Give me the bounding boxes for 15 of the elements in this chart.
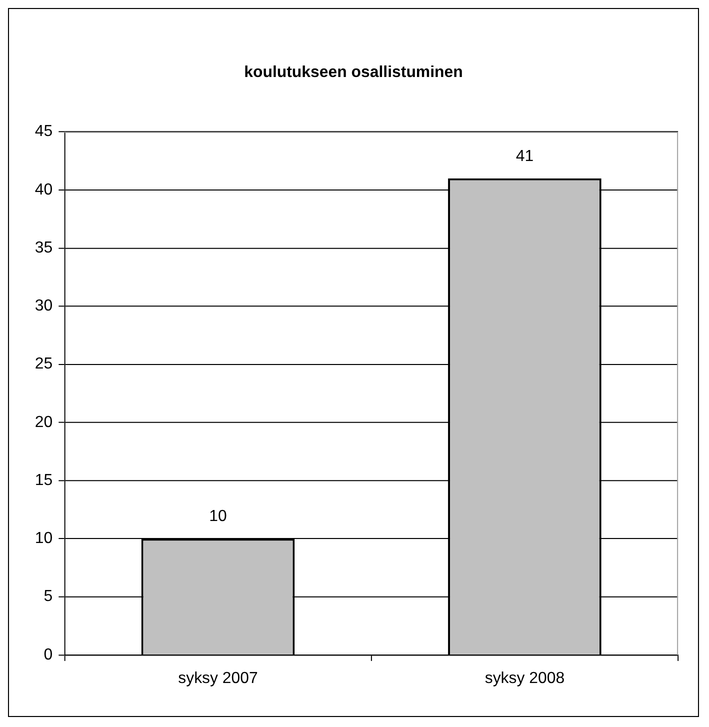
y-tick-label: 0 [44,646,53,664]
y-tick-label: 45 [34,123,53,140]
y-tick-label: 35 [34,239,53,256]
y-tick-label: 5 [44,588,53,606]
x-tick-label: syksy 2008 [484,670,565,687]
y-tick-label: 30 [34,298,53,315]
data-label: 10 [209,508,227,526]
x-tick-label: syksy 2007 [178,670,258,687]
chart-title: koulutukseen osallistuminen [244,64,463,81]
data-label: 41 [516,148,534,165]
y-tick-label: 40 [34,181,53,198]
y-tick-label: 25 [34,356,53,373]
y-tick-label: 20 [34,414,53,431]
y-tick-label: 10 [34,530,53,548]
y-tick-label: 15 [34,472,53,489]
